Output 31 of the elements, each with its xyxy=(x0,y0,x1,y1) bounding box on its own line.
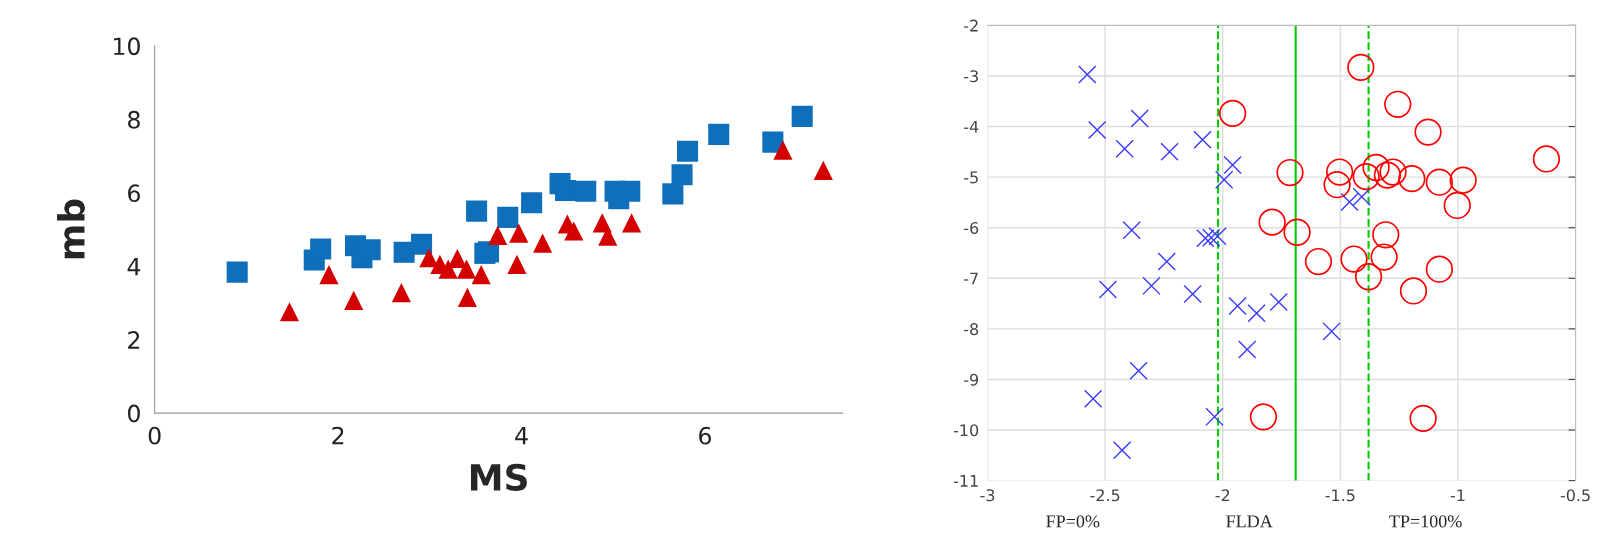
text: FLDA xyxy=(1226,515,1273,528)
text: FP=0% xyxy=(1046,515,1100,528)
y-tick-label: 8 xyxy=(128,110,140,129)
x-tick-label: -3 xyxy=(980,489,995,502)
y-tick-label: 10 xyxy=(114,37,140,56)
y-tick-label: -3 xyxy=(964,70,978,83)
y-tick-label: 0 xyxy=(128,404,140,423)
y-tick-label: -6 xyxy=(964,221,979,234)
x-axis-title: MS xyxy=(470,463,527,491)
x-tick-label: -1 xyxy=(1450,489,1465,502)
y-tick-label: -2 xyxy=(964,19,978,32)
y-tick-label: -7 xyxy=(964,272,978,285)
x-tick-label: -2 xyxy=(1215,489,1230,502)
y-tick-label: 2 xyxy=(128,331,140,349)
y-tick-label: -5 xyxy=(964,171,978,184)
y-tick-label: -9 xyxy=(964,373,979,386)
y-tick-label: -10 xyxy=(953,424,979,437)
y-tick-label: 6 xyxy=(128,184,140,203)
y-axis-title: mb xyxy=(57,199,85,259)
y-tick-label: -8 xyxy=(964,323,979,336)
x-tick-label: 4 xyxy=(515,427,528,445)
text: TP=100% xyxy=(1389,515,1462,528)
y-tick-label: -4 xyxy=(964,120,979,133)
x-tick-label: -1.5 xyxy=(1325,489,1355,502)
x-tick-label: 2 xyxy=(332,426,344,445)
y-tick-label: -11 xyxy=(953,475,978,487)
y-tick-label: 4 xyxy=(127,257,141,276)
x-tick-label: -0.5 xyxy=(1560,489,1590,502)
x-tick-label: 6 xyxy=(699,426,711,445)
x-tick-label: 0 xyxy=(148,426,161,445)
x-tick-label: -2.5 xyxy=(1090,489,1120,502)
